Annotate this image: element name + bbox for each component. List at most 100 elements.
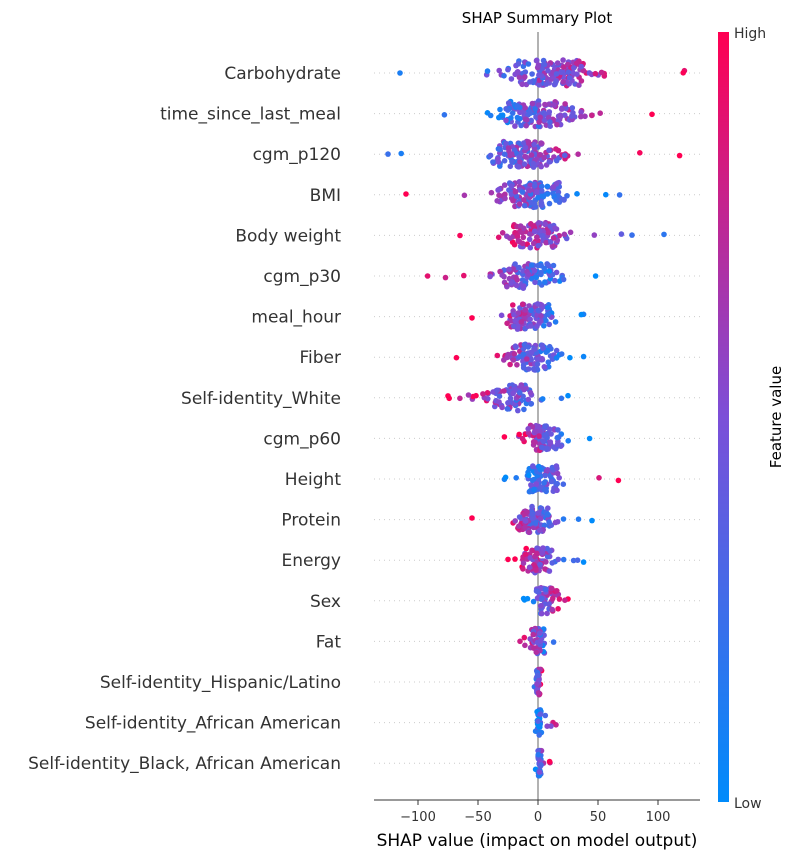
shap-point — [508, 183, 515, 189]
shap-point — [519, 301, 526, 308]
shap-point — [534, 681, 540, 687]
shap-point — [536, 630, 543, 636]
shap-point — [560, 79, 566, 85]
shap-point — [507, 163, 514, 170]
shap-point — [525, 139, 532, 145]
shap-point — [534, 323, 540, 330]
shap-point — [529, 477, 536, 484]
shap-point — [514, 362, 520, 368]
shap-point — [535, 62, 542, 68]
shap-point — [543, 81, 549, 87]
shap-point — [525, 472, 532, 479]
shap-point — [553, 79, 559, 85]
shap-point — [528, 276, 535, 282]
shap-point — [544, 183, 551, 190]
shap-point — [525, 61, 532, 67]
shap-point — [508, 280, 514, 286]
shap-point — [520, 283, 527, 289]
shap-point — [533, 189, 540, 195]
shap-point — [457, 232, 463, 239]
shap-point — [556, 596, 563, 602]
shap-point — [539, 444, 545, 451]
shap-point — [546, 109, 553, 115]
shap-point — [517, 159, 523, 165]
shap-point — [544, 545, 550, 552]
shap-point — [540, 438, 546, 444]
shap-point — [547, 223, 553, 229]
shap-point — [586, 435, 593, 442]
shap-point — [549, 560, 555, 566]
x-tick-label: 100 — [646, 810, 671, 825]
shap-point — [533, 481, 540, 487]
shap-point — [558, 106, 565, 112]
shap-point — [542, 712, 549, 719]
shap-point — [530, 160, 536, 167]
shap-point — [539, 183, 545, 190]
shap-point — [502, 195, 508, 202]
shap-point — [529, 511, 536, 517]
shap-point — [553, 71, 560, 77]
shap-point — [543, 445, 549, 452]
shap-point — [514, 232, 520, 239]
shap-point — [498, 312, 505, 319]
shap-point — [563, 235, 570, 242]
shap-point — [534, 361, 541, 367]
shap-point — [537, 466, 544, 473]
shap-point — [541, 522, 548, 529]
shap-point — [520, 234, 527, 241]
shap-point — [552, 277, 558, 284]
shap-point — [550, 639, 557, 645]
shap-point — [513, 193, 520, 200]
shap-point — [520, 365, 527, 371]
shap-point — [522, 69, 529, 75]
shap-point — [523, 122, 529, 129]
shap-point — [511, 323, 517, 329]
shap-point — [548, 431, 554, 437]
shap-point — [554, 480, 560, 487]
shap-point — [516, 74, 523, 81]
shap-point — [497, 106, 503, 113]
shap-point — [596, 475, 602, 481]
shap-point — [535, 510, 541, 516]
shap-point — [480, 391, 486, 397]
shap-point — [529, 515, 536, 522]
shap-point — [556, 232, 562, 239]
shap-point — [507, 235, 513, 241]
shap-point — [512, 261, 518, 267]
shap-point — [461, 272, 467, 279]
shap-point — [538, 317, 544, 324]
shap-point — [569, 105, 576, 111]
shap-point — [469, 515, 475, 521]
shap-point — [553, 197, 559, 203]
shap-point — [513, 475, 519, 481]
shap-point — [514, 277, 520, 283]
shap-point — [558, 395, 565, 402]
shap-point — [521, 202, 528, 209]
shap-point — [484, 390, 491, 396]
shap-point — [548, 478, 555, 485]
shap-point — [512, 518, 518, 524]
shap-point — [539, 550, 545, 556]
shap-point — [515, 238, 522, 244]
shap-point — [527, 636, 533, 642]
shap-point — [539, 396, 546, 402]
shap-point — [522, 524, 528, 531]
shap-point — [637, 150, 643, 156]
shap-point — [505, 400, 511, 406]
shap-point — [504, 354, 510, 361]
shap-point — [562, 112, 568, 118]
shap-point — [511, 386, 518, 392]
shap-point — [580, 559, 587, 565]
feature-label: cgm_p120 — [253, 145, 341, 165]
shap-point — [536, 82, 542, 88]
shap-point — [487, 273, 493, 280]
shap-point — [546, 601, 552, 607]
shap-point — [558, 69, 564, 76]
shap-point — [592, 273, 599, 279]
shap-point — [526, 564, 533, 571]
shap-point — [532, 106, 538, 112]
shap-point — [543, 559, 549, 565]
feature-label: cgm_p30 — [263, 267, 341, 287]
shap-point — [545, 262, 552, 269]
shap-point — [457, 395, 463, 402]
